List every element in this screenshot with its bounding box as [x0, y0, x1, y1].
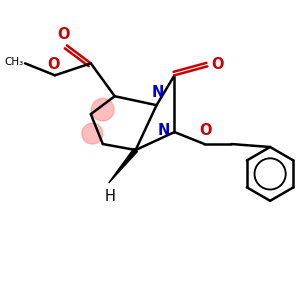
Text: CH₃: CH₃	[4, 57, 24, 67]
Text: H: H	[105, 189, 116, 204]
Circle shape	[82, 123, 103, 144]
Text: O: O	[58, 27, 70, 42]
Text: O: O	[211, 57, 224, 72]
Text: O: O	[200, 123, 212, 138]
Polygon shape	[109, 148, 137, 183]
Text: O: O	[47, 57, 60, 72]
Text: N: N	[152, 85, 164, 100]
Circle shape	[92, 98, 114, 121]
Text: N: N	[158, 123, 170, 138]
